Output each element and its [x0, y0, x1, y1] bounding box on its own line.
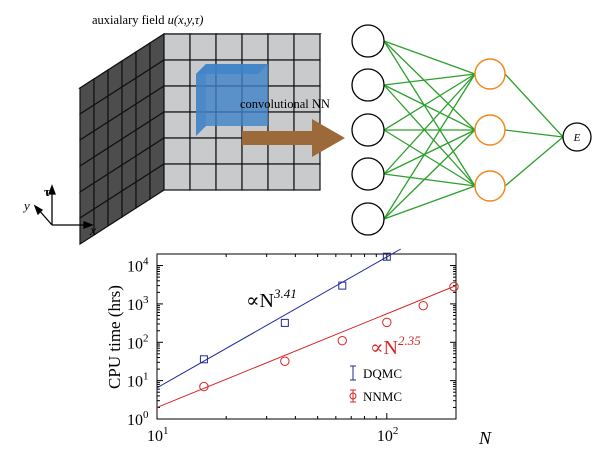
cube-front-cell — [267, 33, 295, 61]
nnmc-point — [382, 317, 392, 328]
cube-front-cell — [189, 33, 217, 61]
hidden-output-edge — [504, 129, 564, 138]
x-axis-label: N — [478, 428, 492, 448]
plot-frame — [156, 253, 457, 420]
input-hidden-edge — [383, 40, 476, 187]
cube-front-cell — [241, 33, 269, 61]
nnmc-point — [199, 381, 209, 392]
input-hidden-edge — [383, 73, 476, 86]
dqmc-point — [338, 281, 347, 290]
legend-nnmc: NNMC — [349, 389, 402, 404]
legend: DQMC NNMC — [349, 365, 402, 404]
nnmc-point — [337, 335, 347, 346]
cube-front-cell — [163, 85, 191, 113]
convolutional-nn-arrow — [242, 119, 345, 157]
nnmc-point — [418, 300, 428, 311]
dqmc-fit-line — [156, 248, 402, 389]
cube-front-cell — [215, 137, 243, 165]
y-tick-label: 100 — [127, 409, 149, 429]
hidden-node — [474, 58, 506, 90]
y-tick-label: 101 — [127, 371, 149, 391]
cube-front-cell — [163, 59, 191, 87]
coordinate-axes — [33, 184, 94, 229]
y-tick-label: 102 — [127, 332, 149, 352]
cube-label: auxialary field u(x,y,τ) — [92, 13, 203, 27]
input-hidden-edge — [383, 129, 476, 175]
input-node — [351, 113, 385, 147]
input-hidden-edge — [383, 73, 476, 175]
cube-front-cell — [163, 33, 191, 61]
axis-tau-label: τ — [44, 184, 50, 199]
cube-front-cell — [293, 59, 321, 87]
x-tick-label: 102 — [377, 425, 399, 445]
input-hidden-edge — [383, 185, 476, 220]
hidden-output-edge — [504, 136, 564, 187]
highlight-cube-front — [206, 64, 268, 126]
hidden-output-edge — [504, 73, 564, 138]
input-hidden-edge — [383, 40, 476, 75]
nnmc-point — [280, 356, 290, 366]
input-hidden-edge — [383, 40, 476, 131]
input-hidden-edge — [383, 173, 476, 187]
cube-front-cell — [267, 163, 295, 191]
output-node-label: E — [573, 132, 581, 144]
input-node — [351, 68, 385, 102]
y-tick-label: 103 — [127, 294, 149, 314]
nnmc-fit-line — [156, 285, 457, 408]
input-node — [351, 157, 385, 191]
axis-ticks — [156, 253, 457, 420]
fit-lines — [156, 248, 457, 408]
input-hidden-edge — [383, 129, 476, 187]
cube-front-cell — [163, 137, 191, 165]
dqmc-point — [280, 318, 289, 327]
output-node — [562, 122, 592, 152]
cube-front-cell — [293, 33, 321, 61]
cube-front-cell — [163, 163, 191, 191]
input-node — [351, 202, 385, 236]
highlight-cube-side — [196, 64, 206, 136]
y-axis-label: CPU time (hrs) — [105, 285, 124, 389]
cube-front-cell — [267, 59, 295, 87]
y-tick-label: 104 — [127, 256, 149, 276]
cube-front-cell — [215, 163, 243, 191]
neural-network — [351, 24, 592, 236]
hidden-node — [474, 170, 506, 202]
cube-front-cell — [189, 163, 217, 191]
dqmc-scaling-annotation: ∝N3.41 — [246, 286, 297, 312]
input-hidden-edge — [383, 73, 476, 131]
input-hidden-edge — [383, 84, 476, 131]
axis-x-label: x — [89, 224, 97, 239]
dqmc-point — [382, 252, 391, 261]
input-node — [351, 24, 385, 58]
nnmc-point — [449, 282, 459, 292]
input-hidden-edge — [383, 84, 476, 187]
input-hidden-edge — [383, 73, 476, 220]
cube-front-cell — [189, 137, 217, 165]
cube-front-cell — [163, 111, 191, 139]
axis-y-label: y — [22, 198, 30, 213]
legend-dqmc: DQMC — [350, 365, 402, 381]
auxiliary-field-cube — [77, 32, 323, 246]
data-markers — [199, 252, 459, 392]
cube-front-cell — [241, 163, 269, 191]
nnmc-scaling-annotation: ∝N2.35 — [370, 333, 421, 359]
cube-front-cell — [215, 33, 243, 61]
x-tick-label: 101 — [147, 425, 169, 445]
hidden-node — [474, 114, 506, 146]
legend-dqmc-label: DQMC — [363, 366, 402, 381]
legend-nnmc-label: NNMC — [363, 389, 402, 404]
dqmc-point — [199, 355, 208, 364]
cube-front-cell — [293, 163, 321, 191]
arrow-label: convolutional NN — [240, 97, 330, 111]
cube-front-cell — [293, 85, 321, 113]
schematic: auxialary field u(x,y,τ) τ y x convoluti… — [22, 13, 592, 246]
input-hidden-edge — [383, 129, 476, 220]
